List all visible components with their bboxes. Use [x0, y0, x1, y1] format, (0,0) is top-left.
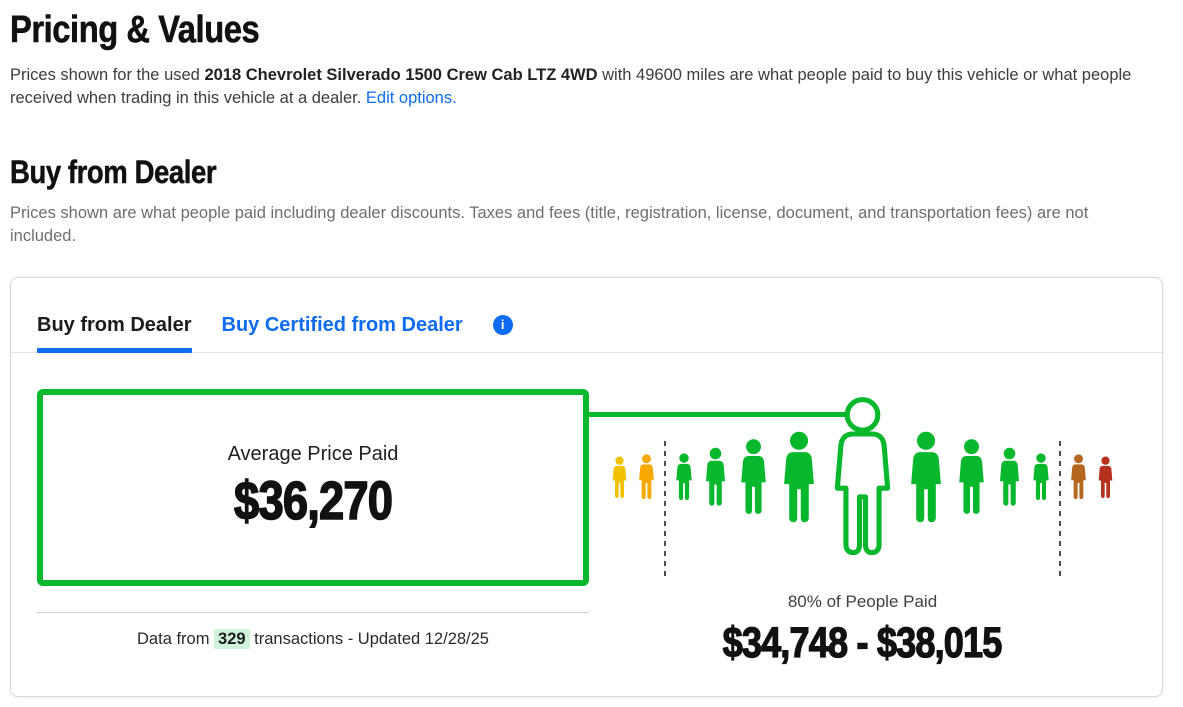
average-price-value: $36,270 [233, 470, 393, 532]
person-icon [1096, 455, 1115, 500]
transactions-text-post: transactions - Updated 12/28/25 [249, 630, 489, 648]
average-person-icon [827, 395, 898, 559]
average-price-panel: Average Price Paid $36,270 Data from 329… [37, 389, 589, 666]
person-icon [1068, 453, 1089, 501]
price-distribution-panel: 80% of People Paid $34,748 - $38,015 [589, 389, 1136, 667]
person-icon [702, 446, 729, 508]
person-icon [1030, 452, 1052, 502]
range-label: 80% of People Paid [787, 592, 938, 611]
average-price-box: Average Price Paid $36,270 [37, 389, 589, 586]
intro-text-pre: Prices shown for the used [10, 66, 205, 84]
edit-options-link[interactable]: Edit options. [365, 88, 457, 107]
info-icon[interactable]: i [492, 315, 513, 335]
vehicle-name: 2018 Chevrolet Silverado 1500 Crew Cab L… [204, 66, 598, 84]
card-body: Average Price Paid $36,270 Data from 329… [11, 353, 1162, 696]
person-icon [996, 446, 1023, 508]
range-value: $34,748 - $38,015 [722, 619, 1003, 667]
section-title: Buy from Dealer [10, 154, 217, 190]
person-icon [673, 452, 695, 502]
person-icon [954, 437, 989, 517]
transactions-count-badge: 329 [214, 629, 250, 649]
tab-buy-from-dealer[interactable]: Buy from Dealer [37, 312, 192, 353]
average-price-label: Average Price Paid [227, 443, 399, 465]
range-divider-line [664, 441, 666, 579]
tab-bar: Buy from Dealer Buy Certified from Deale… [11, 278, 1162, 353]
transactions-note: Data from 329 transactions - Updated 12/… [37, 628, 589, 650]
person-icon [905, 429, 947, 526]
transactions-text-pre: Data from [137, 630, 215, 648]
person-icon [610, 455, 629, 500]
person-icon [736, 437, 771, 517]
section-description: Prices shown are what people paid includ… [10, 204, 1089, 245]
person-icon [778, 429, 820, 526]
intro-paragraph: Prices shown for the used 2018 Chevrolet… [10, 64, 1170, 109]
person-icon [636, 453, 657, 501]
price-distribution-chart [589, 389, 1136, 579]
intro-text-mid: with 49600 miles are what people paid to… [10, 66, 1132, 107]
page-title: Pricing & Values [10, 9, 260, 51]
divider-line [37, 612, 589, 613]
average-connector-line [581, 412, 864, 417]
pricing-card: Buy from Dealer Buy Certified from Deale… [10, 277, 1163, 697]
tab-buy-certified-from-dealer[interactable]: Buy Certified from Dealer [221, 314, 463, 336]
range-divider-line [1059, 441, 1061, 579]
